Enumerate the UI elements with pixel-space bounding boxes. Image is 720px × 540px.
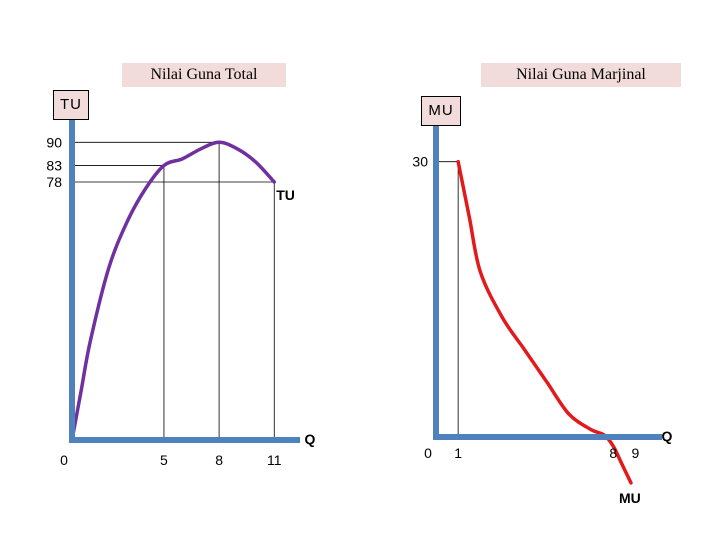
x-tick-label: 1 <box>454 445 462 461</box>
x-tick-label: 5 <box>160 452 168 468</box>
y-tick-label: 78 <box>46 174 62 190</box>
marginal-utility-chart: MU 30 0 1 8 9 Q <box>412 125 673 506</box>
y-axis-label-tu: TU <box>53 90 89 120</box>
y-tick-label: 83 <box>46 157 62 173</box>
x-axis-label: Q <box>305 431 316 447</box>
x-tick-label: 9 <box>632 445 640 461</box>
series-label-mu: MU <box>619 490 641 506</box>
x-tick-label: 8 <box>609 445 617 461</box>
x-tick-label: 0 <box>424 445 432 461</box>
y-tick-label: 90 <box>46 134 62 150</box>
x-tick-label: 8 <box>215 452 223 468</box>
chart-title-marginal: Nilai Guna Marjinal <box>481 63 681 87</box>
series-line-mu <box>456 159 633 485</box>
y-tick-label: 30 <box>412 154 428 170</box>
series-label-tu: TU <box>276 187 295 203</box>
chart-title-total: Nilai Guna Total <box>122 63 286 87</box>
series-line-tu <box>70 140 277 442</box>
x-tick-label: 0 <box>60 452 68 468</box>
x-axis-label: Q <box>662 428 673 444</box>
x-tick-label: 11 <box>267 452 282 468</box>
y-axis-label-mu: MU <box>421 96 461 126</box>
